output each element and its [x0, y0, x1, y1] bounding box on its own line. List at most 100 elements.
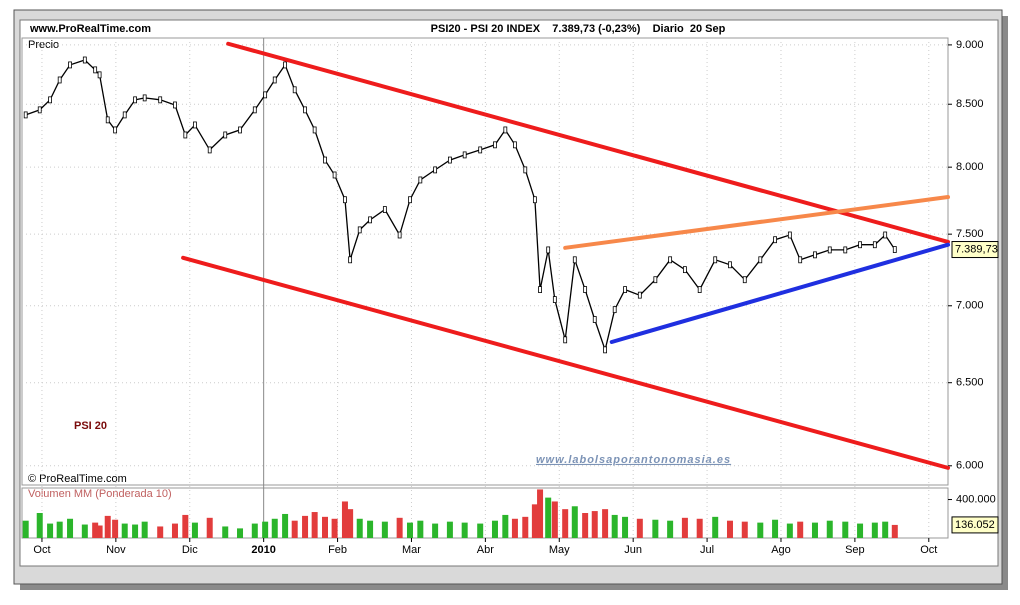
- volume-bar: [381, 521, 388, 538]
- price-point: [637, 291, 642, 299]
- volume-bar: [311, 512, 318, 538]
- volume-bar: [882, 521, 889, 538]
- price-point: [462, 151, 467, 159]
- price-point: [683, 266, 687, 274]
- volume-tag: 136.052: [955, 519, 995, 531]
- volume-bar: [206, 517, 213, 538]
- price-point: [397, 231, 402, 239]
- volume-bar: [786, 523, 793, 538]
- x-tick-label: Sep: [845, 544, 865, 556]
- price-point: [892, 246, 897, 253]
- price-point: [173, 101, 177, 109]
- price-point: [538, 286, 542, 293]
- price-point: [523, 166, 528, 174]
- price-point: [332, 171, 337, 179]
- volume-bar: [141, 521, 148, 538]
- volume-bar: [36, 513, 43, 538]
- volume-bar: [502, 514, 509, 538]
- volume-bar: [857, 523, 864, 538]
- y-tick-label: 8.500: [956, 98, 984, 110]
- volume-bar: [477, 523, 484, 538]
- price-point: [207, 146, 212, 154]
- volume-bar: [582, 513, 589, 538]
- price-point: [697, 286, 702, 293]
- volume-label: Volumen MM (Ponderada 10): [28, 488, 172, 500]
- volume-bar: [446, 521, 453, 538]
- volume-bar: [406, 522, 413, 538]
- volume-bar: [511, 518, 518, 538]
- price-point: [357, 226, 362, 234]
- price-point: [382, 206, 387, 213]
- volume-bar: [271, 518, 278, 538]
- price-point: [223, 131, 228, 139]
- price-tag-box: [951, 241, 999, 259]
- trendline: [226, 41, 950, 244]
- x-tick-label: May: [549, 544, 570, 556]
- price-point: [612, 306, 617, 314]
- x-tick-label: Feb: [328, 544, 347, 556]
- price-point: [872, 241, 877, 249]
- price-point: [133, 96, 137, 104]
- volume-bar: [591, 511, 598, 538]
- volume-bar: [537, 489, 544, 538]
- volume-bar: [891, 524, 898, 538]
- price-point: [113, 126, 118, 134]
- price-point: [323, 156, 327, 164]
- website: www.labolsaporantonomasia.es: [536, 454, 731, 466]
- volume-bar: [842, 521, 849, 538]
- volume-bar: [531, 504, 538, 538]
- x-tick-label: Dic: [182, 544, 198, 556]
- volume-bar: [551, 501, 558, 538]
- volume-bar: [121, 523, 128, 538]
- volume-bar: [104, 515, 111, 538]
- y-label: Precio: [28, 39, 59, 51]
- price-point: [193, 121, 197, 129]
- price-point: [858, 241, 862, 249]
- watermark: PSI 20: [74, 420, 107, 432]
- price-point: [827, 246, 832, 254]
- volume-bar: [157, 526, 164, 538]
- volume-bar: [67, 518, 74, 538]
- volume-bar: [191, 522, 198, 538]
- price-point: [292, 86, 297, 94]
- price-point: [283, 61, 287, 69]
- y-tick-label: 9.000: [956, 39, 984, 51]
- volume-bar: [341, 501, 348, 538]
- price-point: [713, 256, 718, 264]
- volume-bar: [291, 520, 298, 538]
- x-tick-label: 2010: [251, 544, 275, 556]
- volume-bar: [432, 523, 439, 538]
- volume-bar: [667, 520, 674, 538]
- price-point: [97, 71, 102, 79]
- price-panel: [21, 37, 949, 486]
- volume-bar: [636, 518, 643, 538]
- volume-bar: [81, 524, 88, 538]
- x-tick-label: Oct: [920, 544, 937, 556]
- y-tick-label: 6.000: [956, 460, 984, 472]
- x-tick-label: Jun: [624, 544, 642, 556]
- volume-bar: [871, 522, 878, 538]
- price-point: [142, 94, 147, 102]
- trendline: [181, 255, 950, 470]
- price-point: [728, 261, 732, 269]
- x-tick-label: Nov: [106, 544, 126, 556]
- volume-bar: [726, 520, 733, 538]
- volume-bar: [112, 519, 119, 538]
- price-tag: 7.389,73: [955, 243, 998, 255]
- price-point: [68, 61, 72, 69]
- price-point: [447, 156, 452, 164]
- price-point: [503, 126, 508, 134]
- x-tick-label: Abr: [477, 544, 494, 556]
- volume-bar: [797, 521, 804, 538]
- volume-bar: [461, 522, 468, 538]
- volume-bar: [652, 519, 659, 538]
- price-point: [343, 196, 347, 204]
- volume-bar: [262, 521, 269, 538]
- price-point: [546, 246, 551, 254]
- volume-bar: [396, 517, 403, 538]
- volume-bar: [417, 520, 424, 538]
- price-point: [93, 66, 98, 74]
- volume-bar: [611, 514, 618, 538]
- price-point: [158, 96, 163, 104]
